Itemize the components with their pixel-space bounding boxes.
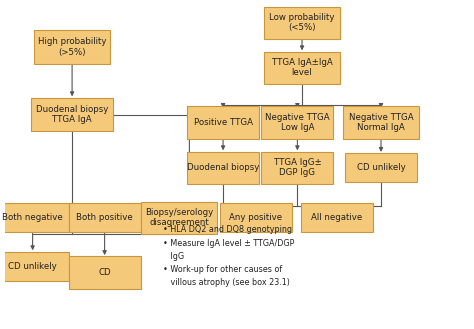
FancyBboxPatch shape [0,203,69,232]
FancyBboxPatch shape [264,52,340,84]
FancyBboxPatch shape [187,107,259,139]
Text: Low probability
(<5%): Low probability (<5%) [269,13,335,32]
Text: High probability
(>5%): High probability (>5%) [38,37,106,57]
Text: TTGA IgG±
DGP IgG: TTGA IgG± DGP IgG [273,158,321,177]
FancyBboxPatch shape [69,203,141,232]
FancyBboxPatch shape [219,203,292,232]
Text: Negative TTGA
Low IgA: Negative TTGA Low IgA [265,113,330,132]
FancyBboxPatch shape [187,152,259,184]
FancyBboxPatch shape [261,152,333,184]
FancyBboxPatch shape [69,256,141,289]
Text: All negative: All negative [311,213,363,222]
FancyBboxPatch shape [141,202,217,234]
Text: Negative TTGA
Normal IgA: Negative TTGA Normal IgA [349,113,413,132]
Text: Both negative: Both negative [2,213,63,222]
Text: • HLA DQ2 and DQ8 genotyping
• Measure IgA level ± TTGA/DGP
   IgG
• Work-up for: • HLA DQ2 and DQ8 genotyping • Measure I… [163,225,294,287]
Text: TTGA IgA±IgA
level: TTGA IgA±IgA level [272,58,332,77]
FancyBboxPatch shape [261,107,333,139]
Text: Biopsy/serology
disagreement: Biopsy/serology disagreement [145,208,213,227]
FancyBboxPatch shape [34,30,110,64]
Text: Positive TTGA: Positive TTGA [193,118,253,127]
FancyBboxPatch shape [345,153,417,182]
FancyBboxPatch shape [31,98,113,132]
Text: Duodenal biopsy
TTGA IgA: Duodenal biopsy TTGA IgA [36,105,108,124]
Text: CD unlikely: CD unlikely [356,163,405,172]
Text: CD: CD [98,268,111,277]
FancyBboxPatch shape [264,7,340,39]
Text: Both positive: Both positive [76,213,133,222]
Text: CD unlikely: CD unlikely [8,262,57,270]
FancyBboxPatch shape [301,203,373,232]
FancyBboxPatch shape [0,252,69,281]
FancyBboxPatch shape [343,107,419,139]
Text: Duodenal biopsy: Duodenal biopsy [187,163,259,172]
Text: Any positive: Any positive [229,213,282,222]
